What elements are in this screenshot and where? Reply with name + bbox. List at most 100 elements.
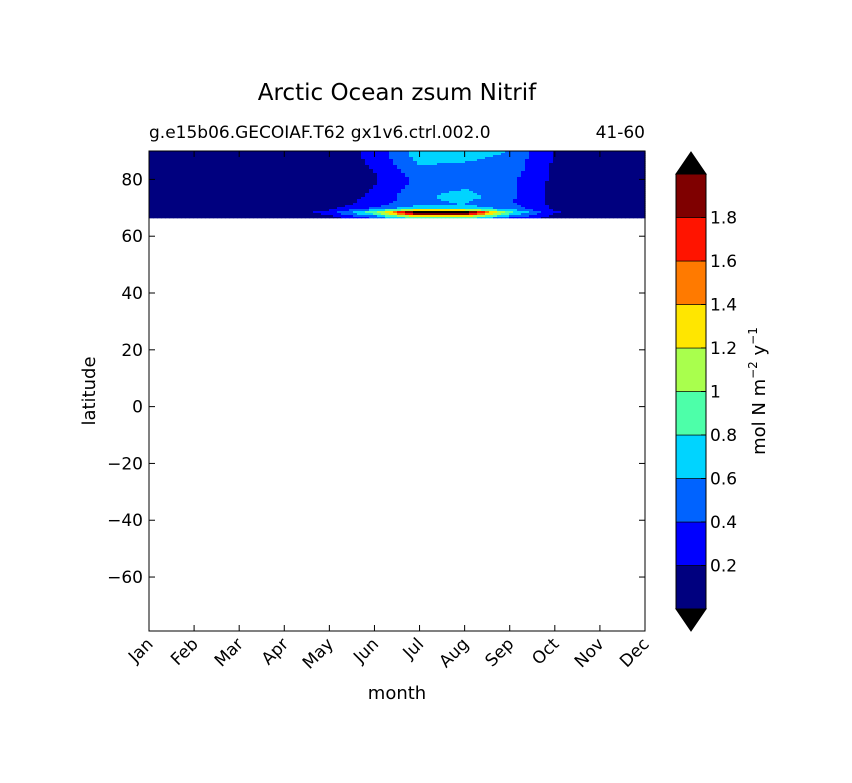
heatmap-cell xyxy=(609,205,614,208)
heatmap-cell xyxy=(401,163,406,166)
heatmap-cell xyxy=(421,171,426,174)
heatmap-cell xyxy=(213,207,218,210)
x-tick-label: Jul xyxy=(399,634,428,663)
heatmap-cell xyxy=(513,205,518,208)
heatmap-cell xyxy=(513,173,518,176)
heatmap-cell xyxy=(565,213,570,216)
heatmap-cell xyxy=(149,185,154,188)
heatmap-cell xyxy=(209,161,214,164)
heatmap-cell xyxy=(413,163,418,166)
heatmap-cell xyxy=(421,169,426,172)
heatmap-cell xyxy=(425,207,430,210)
heatmap-cell xyxy=(489,151,494,154)
heatmap-cell xyxy=(365,209,370,212)
heatmap-cell xyxy=(445,171,450,174)
heatmap-cell xyxy=(213,177,218,180)
heatmap-cell xyxy=(537,157,542,160)
heatmap-cell xyxy=(221,165,226,168)
heatmap-cell xyxy=(173,185,178,188)
heatmap-cell xyxy=(309,199,314,202)
heatmap-cell xyxy=(477,167,482,170)
heatmap-cell xyxy=(349,155,354,158)
heatmap-cell xyxy=(461,211,466,214)
heatmap-cell xyxy=(429,211,434,214)
heatmap-cell xyxy=(369,185,374,188)
heatmap-cell xyxy=(445,179,450,182)
heatmap-cell xyxy=(177,203,182,206)
heatmap-cell xyxy=(277,209,282,212)
heatmap-cell xyxy=(561,207,566,210)
heatmap-cell xyxy=(633,155,638,158)
heatmap-cell xyxy=(245,203,250,206)
heatmap-cell xyxy=(337,213,342,216)
heatmap-cell xyxy=(561,153,566,156)
heatmap-cell xyxy=(313,167,318,170)
heatmap-cell xyxy=(609,175,614,178)
heatmap-cell xyxy=(237,213,242,216)
heatmap-cell xyxy=(641,169,646,172)
heatmap-cell xyxy=(189,181,194,184)
heatmap-cell xyxy=(637,197,642,200)
heatmap-cell xyxy=(409,179,414,182)
heatmap-cell xyxy=(169,161,174,164)
heatmap-cell xyxy=(273,209,278,212)
heatmap-cell xyxy=(201,175,206,178)
heatmap-cell xyxy=(373,179,378,182)
heatmap-cell xyxy=(569,193,574,196)
heatmap-cell xyxy=(193,175,198,178)
heatmap-cell xyxy=(617,205,622,208)
heatmap-cell xyxy=(237,217,242,219)
heatmap-cell xyxy=(621,205,626,208)
heatmap-cell xyxy=(273,163,278,166)
heatmap-cell xyxy=(193,161,198,164)
heatmap-cell xyxy=(205,153,210,156)
heatmap-cell xyxy=(293,187,298,190)
heatmap-cell xyxy=(349,183,354,186)
heatmap-cell xyxy=(157,181,162,184)
heatmap-cell xyxy=(345,161,350,164)
heatmap-cell xyxy=(173,209,178,212)
heatmap-cell xyxy=(313,157,318,160)
heatmap-cell xyxy=(273,193,278,196)
heatmap-cell xyxy=(553,189,558,192)
heatmap-cell xyxy=(281,205,286,208)
heatmap-cell xyxy=(149,193,154,196)
heatmap-cell xyxy=(185,175,190,178)
heatmap-cell xyxy=(637,151,642,154)
heatmap-cell xyxy=(241,193,246,196)
heatmap-cell xyxy=(409,215,414,218)
heatmap-cell xyxy=(461,153,466,156)
heatmap-cell xyxy=(417,215,422,218)
heatmap-cell xyxy=(185,205,190,208)
heatmap-cell xyxy=(321,165,326,168)
heatmap-cell xyxy=(305,191,310,194)
heatmap-cell xyxy=(189,175,194,178)
heatmap-cell xyxy=(481,155,486,158)
heatmap-cell xyxy=(465,175,470,178)
heatmap-cell xyxy=(397,171,402,174)
heatmap-cell xyxy=(581,199,586,202)
heatmap-cell xyxy=(249,183,254,186)
heatmap-cell xyxy=(349,205,354,208)
heatmap-cell xyxy=(429,209,434,212)
heatmap-cell xyxy=(301,207,306,210)
heatmap-cell xyxy=(269,191,274,194)
heatmap-cell xyxy=(357,181,362,184)
heatmap-cell xyxy=(301,189,306,192)
heatmap-cell xyxy=(277,169,282,172)
heatmap-cell xyxy=(521,165,526,168)
heatmap-cell xyxy=(285,173,290,176)
heatmap-cell xyxy=(525,191,530,194)
heatmap-cell xyxy=(457,183,462,186)
colorbar-band xyxy=(675,260,707,305)
heatmap-cell xyxy=(281,197,286,200)
heatmap-cell xyxy=(293,165,298,168)
heatmap-cell xyxy=(297,181,302,184)
heatmap-cell xyxy=(597,199,602,202)
heatmap-cell xyxy=(601,201,606,204)
heatmap-cell xyxy=(589,207,594,210)
heatmap-cell xyxy=(589,167,594,170)
heatmap-cell xyxy=(205,159,210,162)
heatmap-cell xyxy=(225,163,230,166)
heatmap-cell xyxy=(589,203,594,206)
